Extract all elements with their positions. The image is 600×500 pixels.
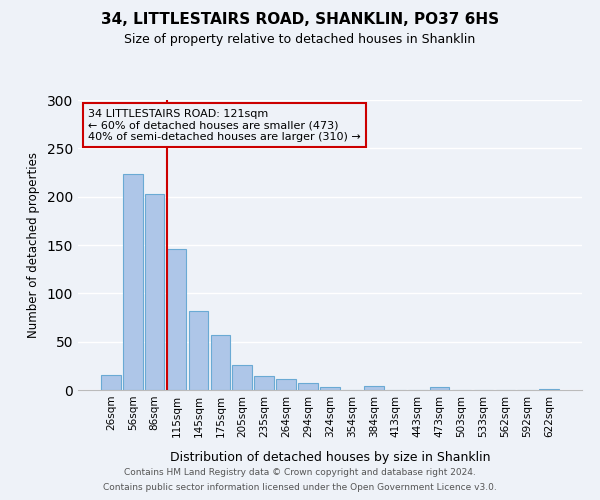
- Bar: [276, 380, 296, 390]
- Text: Contains HM Land Registry data © Crown copyright and database right 2024.: Contains HM Land Registry data © Crown c…: [124, 468, 476, 477]
- Text: Contains public sector information licensed under the Open Government Licence v3: Contains public sector information licen…: [103, 483, 497, 492]
- Bar: [430, 387, 449, 390]
- Bar: [364, 386, 384, 390]
- Bar: [298, 383, 318, 390]
- X-axis label: Distribution of detached houses by size in Shanklin: Distribution of detached houses by size …: [170, 451, 490, 464]
- Bar: [167, 249, 187, 390]
- Bar: [539, 389, 559, 390]
- Bar: [145, 194, 164, 390]
- Bar: [211, 335, 230, 390]
- Bar: [254, 376, 274, 390]
- Bar: [232, 365, 252, 390]
- Bar: [123, 174, 143, 390]
- Text: 34, LITTLESTAIRS ROAD, SHANKLIN, PO37 6HS: 34, LITTLESTAIRS ROAD, SHANKLIN, PO37 6H…: [101, 12, 499, 28]
- Bar: [101, 374, 121, 390]
- Text: 34 LITTLESTAIRS ROAD: 121sqm
← 60% of detached houses are smaller (473)
40% of s: 34 LITTLESTAIRS ROAD: 121sqm ← 60% of de…: [88, 108, 361, 142]
- Bar: [320, 387, 340, 390]
- Bar: [188, 310, 208, 390]
- Y-axis label: Number of detached properties: Number of detached properties: [27, 152, 40, 338]
- Text: Size of property relative to detached houses in Shanklin: Size of property relative to detached ho…: [124, 32, 476, 46]
